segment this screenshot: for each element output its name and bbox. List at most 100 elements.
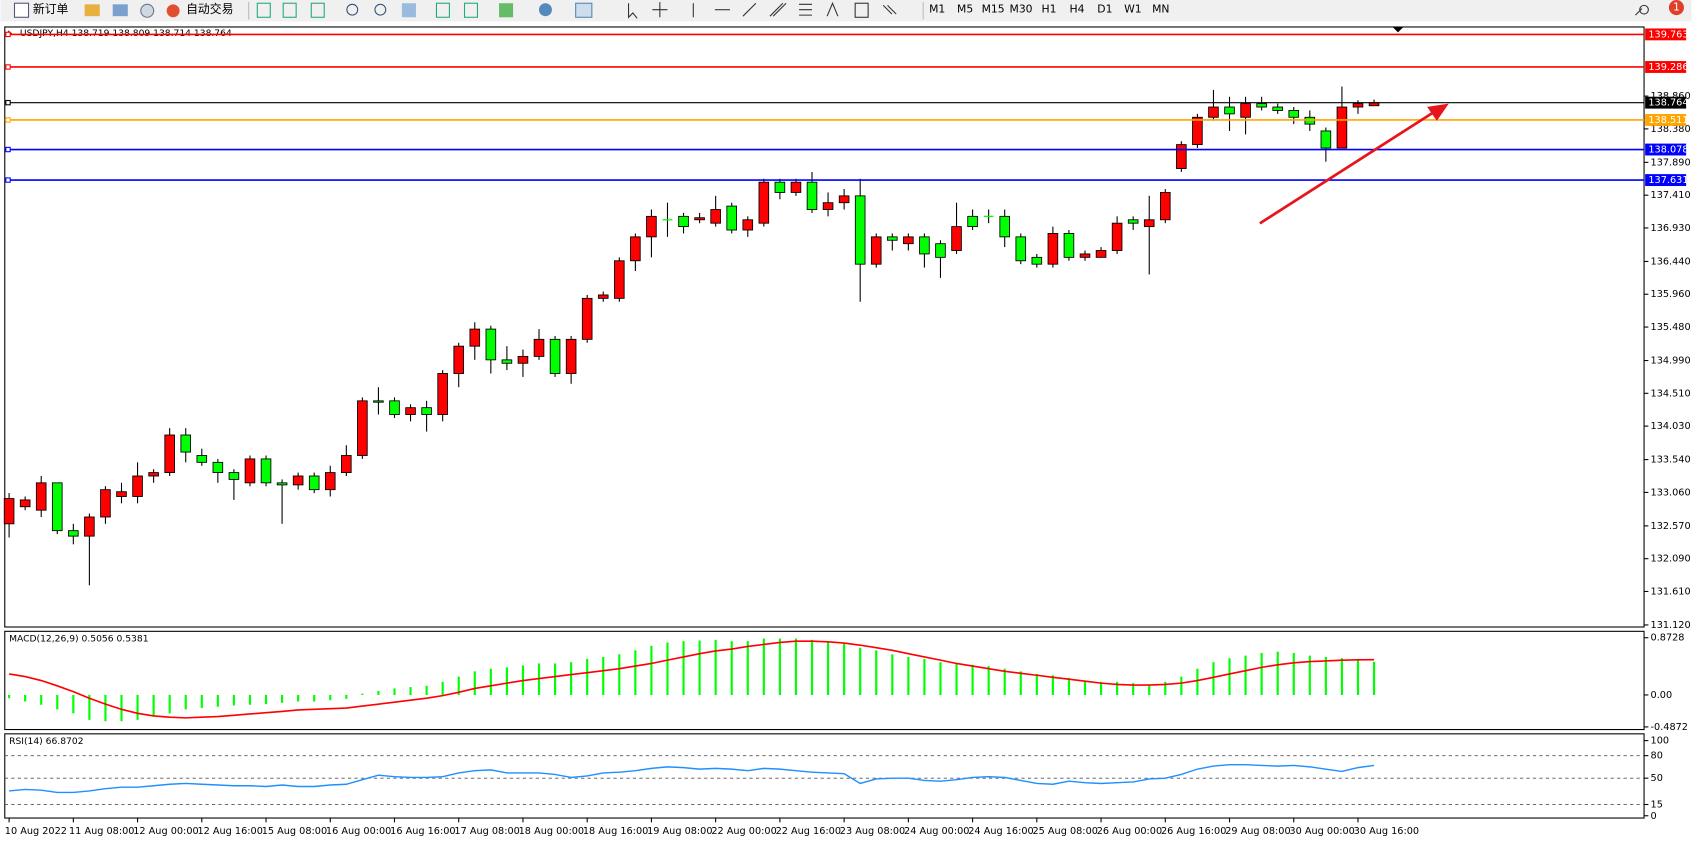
y-tick-label: 134.990 xyxy=(1651,356,1691,367)
histogram-bar xyxy=(505,667,508,695)
histogram-bar xyxy=(88,694,91,720)
timeframe-button[interactable]: M5 xyxy=(957,3,973,16)
icon[interactable] xyxy=(112,4,128,17)
level-label: 137.631 xyxy=(1648,175,1688,186)
histogram-bar xyxy=(682,641,685,695)
level-label-bg xyxy=(1645,143,1687,156)
icon[interactable] xyxy=(499,3,514,18)
y-tick-label: 132.090 xyxy=(1651,554,1691,565)
text-tool[interactable] xyxy=(826,1,839,17)
timeframe-button[interactable]: MN xyxy=(1152,3,1169,16)
fibo-tool[interactable] xyxy=(799,3,813,16)
histogram-bar xyxy=(1003,668,1006,695)
timeframe-button[interactable]: H4 xyxy=(1069,3,1084,16)
candle-body xyxy=(1256,103,1267,108)
histogram-bar xyxy=(1212,662,1215,695)
histogram-bar xyxy=(361,693,364,695)
timeframe-button[interactable]: H1 xyxy=(1042,3,1057,16)
histogram-bar xyxy=(329,694,332,701)
histogram-bar xyxy=(1340,658,1344,695)
alerts-badge[interactable] xyxy=(1668,0,1684,16)
new-order-icon[interactable] xyxy=(13,2,30,18)
label-tool[interactable] xyxy=(854,2,869,18)
y-tick-label: 133.540 xyxy=(1651,455,1691,466)
histogram-bar xyxy=(1276,651,1279,695)
icon[interactable] xyxy=(310,2,325,18)
timeframe-button[interactable]: M1 xyxy=(929,3,945,16)
candle-body xyxy=(870,236,882,265)
auto-trading-icon[interactable] xyxy=(166,4,180,18)
candle-body xyxy=(292,475,304,486)
candle-body xyxy=(967,215,978,228)
timeframe-button[interactable]: M30 xyxy=(1010,3,1033,16)
histogram-bar xyxy=(955,663,958,695)
icon[interactable] xyxy=(435,2,450,18)
candle-body xyxy=(485,328,497,361)
annotation-arrowhead xyxy=(1427,103,1449,121)
x-tick-label: 10 Aug 2022 xyxy=(5,826,67,837)
histogram-bar xyxy=(40,694,43,705)
level-handle xyxy=(5,117,11,123)
histogram-bar xyxy=(698,640,701,695)
candle-body xyxy=(1208,106,1219,118)
trendline-tool[interactable] xyxy=(742,2,757,17)
candle-body xyxy=(68,530,79,537)
icon[interactable] xyxy=(140,3,155,18)
x-tick-label: 26 Aug 00:00 xyxy=(1097,826,1162,837)
rsi-line xyxy=(9,764,1375,794)
candle-body xyxy=(597,294,609,299)
histogram-bar xyxy=(1324,656,1327,695)
crosshair-tool[interactable] xyxy=(652,2,668,18)
candle-body xyxy=(1143,219,1155,228)
histogram-bar xyxy=(1083,680,1087,695)
zoom-in[interactable] xyxy=(346,3,359,16)
signal-line xyxy=(8,640,1375,719)
icon[interactable] xyxy=(256,2,271,18)
histogram-bar xyxy=(1244,655,1247,695)
icon[interactable] xyxy=(401,3,416,18)
new-order-button[interactable]: 新订单 xyxy=(33,2,69,16)
y-tick-label: 136.930 xyxy=(1651,223,1691,234)
histogram-bar xyxy=(136,694,139,720)
candle-body xyxy=(854,195,866,265)
icon[interactable] xyxy=(538,3,552,17)
candle-body xyxy=(1031,256,1043,265)
candle-body xyxy=(999,215,1010,238)
search[interactable] xyxy=(1635,4,1649,16)
candle-body xyxy=(1095,250,1107,258)
y-tick-label: 131.610 xyxy=(1651,586,1691,597)
y-tick-label: 135.960 xyxy=(1651,289,1691,300)
icon[interactable] xyxy=(575,2,593,18)
histogram-bar xyxy=(794,638,798,695)
candle-body xyxy=(260,458,272,484)
icon[interactable] xyxy=(84,4,100,17)
histogram-bar xyxy=(987,666,990,695)
candle-body xyxy=(228,472,240,480)
auto-trading-button[interactable]: 自动交易 xyxy=(186,2,233,16)
level-label: 138.078 xyxy=(1648,145,1688,156)
timeframe-button[interactable]: D1 xyxy=(1097,3,1112,16)
candle-body xyxy=(1336,106,1348,149)
icon[interactable] xyxy=(282,2,297,18)
histogram-bar xyxy=(891,654,894,695)
timeframe-button[interactable]: W1 xyxy=(1124,3,1142,16)
arrow-tool[interactable] xyxy=(882,5,897,15)
zoom-out[interactable] xyxy=(374,3,387,16)
candle-body xyxy=(1159,192,1171,221)
candle-body xyxy=(389,400,400,415)
timeframe-button[interactable]: M15 xyxy=(982,3,1005,16)
candle-body xyxy=(919,236,930,255)
y-tick-label: 137.890 xyxy=(1651,157,1691,168)
icon[interactable] xyxy=(463,2,478,18)
y-tick-label: 50 xyxy=(1651,773,1663,784)
candle-body xyxy=(100,489,111,518)
candle-body xyxy=(694,217,705,221)
cursor-tool[interactable] xyxy=(628,3,638,19)
channel-tool[interactable] xyxy=(769,2,787,17)
histogram-bar xyxy=(730,641,733,695)
pane-title: USDJPY,H4 138.719 138.809 138.714 138.76… xyxy=(20,28,232,39)
histogram-bar xyxy=(859,647,862,695)
timeframes: M1 M5 M15 M30 H1 H4 D1 W1 MN xyxy=(929,3,1169,16)
